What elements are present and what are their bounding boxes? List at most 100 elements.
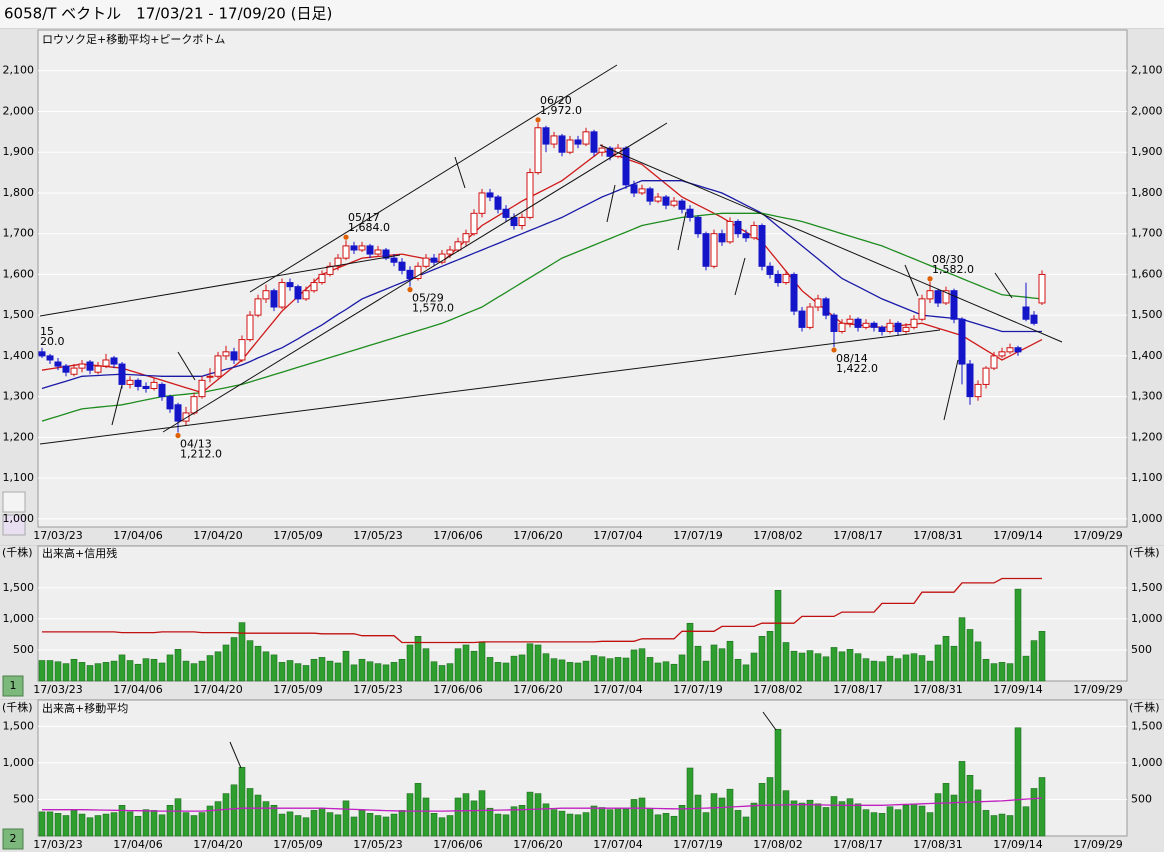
- x-tick-label: 17/05/09: [273, 683, 322, 696]
- candle-body: [822, 298, 830, 316]
- tool-icon[interactable]: [2, 514, 26, 536]
- volume-bar: [582, 660, 590, 682]
- volume-bar: [246, 788, 254, 837]
- volume-bar: [782, 790, 790, 837]
- volume-bar: [390, 813, 398, 837]
- candle-body: [414, 265, 422, 279]
- volume-bar: [174, 798, 182, 837]
- volume-bar: [974, 641, 982, 682]
- pointer-line: [762, 711, 777, 731]
- volume-bar: [550, 658, 558, 682]
- volume-bar: [278, 813, 286, 837]
- unit-label: (千株): [1129, 700, 1160, 714]
- volume-bar: [622, 657, 630, 682]
- candle-body: [198, 379, 206, 398]
- volume-bar: [486, 657, 494, 682]
- line-series: [42, 577, 1042, 644]
- volume-bar: [430, 813, 438, 837]
- volume-bar: [502, 814, 510, 837]
- volume-bar: [438, 817, 446, 837]
- volume-bar: [958, 617, 966, 682]
- pointer-line: [734, 257, 746, 296]
- volume-bar: [478, 642, 486, 682]
- volume-bar: [366, 661, 374, 682]
- candle-body: [214, 355, 222, 377]
- volume-bar: [638, 648, 646, 682]
- volume-bar: [166, 654, 174, 682]
- volume-bar: [182, 660, 190, 682]
- volume-bar: [630, 799, 638, 837]
- y-tick-label: 2,100: [1131, 64, 1163, 77]
- peak-date: 08/30: [932, 253, 964, 266]
- volume-bar: [614, 657, 622, 682]
- x-tick-label: 17/08/17: [833, 529, 882, 542]
- candle-body: [382, 249, 390, 259]
- volume-bar: [582, 812, 590, 837]
- candle-body: [974, 383, 982, 398]
- candle-body: [126, 379, 134, 385]
- volume-bar: [310, 810, 318, 837]
- volume-bar: [662, 813, 670, 837]
- tool-icon[interactable]: [2, 491, 26, 513]
- volume-bar: [574, 662, 582, 682]
- volume-bar: [150, 658, 158, 682]
- candle-body: [446, 249, 454, 255]
- candle-body: [790, 273, 798, 312]
- volume-bar: [806, 799, 814, 837]
- candle-body: [238, 339, 246, 361]
- price-plot: [37, 29, 1128, 528]
- volume-bar: [230, 784, 238, 837]
- volume-bar: [894, 658, 902, 682]
- volume-bar: [998, 662, 1006, 682]
- x-tick-label: 17/09/29: [1073, 529, 1122, 542]
- candle-body: [1038, 273, 1046, 304]
- panel-badge[interactable]: [2, 675, 24, 697]
- candle-body: [86, 361, 94, 371]
- x-tick-label: 17/08/02: [753, 838, 802, 851]
- trend-line: [599, 144, 1063, 343]
- pointer-line: [994, 272, 1013, 299]
- volume-bar: [598, 656, 606, 682]
- peak-date: 05/17: [348, 211, 380, 224]
- x-tick-label: 17/04/06: [113, 529, 162, 542]
- volume-bar: [526, 643, 534, 682]
- x-tick-label: 17/03/23: [33, 683, 82, 696]
- candle-body: [478, 192, 486, 214]
- peak-price: 1,582.0: [932, 263, 974, 276]
- panel-badge[interactable]: [2, 828, 24, 850]
- x-tick-label: 17/09/14: [993, 683, 1042, 696]
- peak-marker: [831, 347, 837, 353]
- x-tick-label: 17/05/23: [353, 683, 402, 696]
- y-tick-label: 500: [13, 792, 34, 805]
- volume-bar: [710, 644, 718, 682]
- candle-body: [334, 257, 342, 267]
- candle-body: [582, 131, 590, 145]
- peak-marker: [927, 276, 933, 282]
- candle-body: [134, 379, 142, 387]
- panel-title: 出来高+移動平均: [42, 701, 128, 715]
- volume-bar: [230, 637, 238, 682]
- y-tick-label: 1,000: [3, 756, 35, 769]
- volume-bar: [990, 815, 998, 837]
- line-series: [41, 212, 1043, 422]
- volume-bar: [878, 813, 886, 837]
- candle-body: [590, 131, 598, 153]
- candle-body: [766, 265, 774, 275]
- volume-bar: [270, 804, 278, 837]
- volume-bar: [806, 650, 814, 682]
- volume-bar: [334, 662, 342, 682]
- line-series: [42, 797, 1043, 812]
- candle-body: [390, 257, 398, 263]
- y-tick-label: 1,200: [1131, 430, 1163, 443]
- y-tick-label: 2,000: [3, 104, 35, 117]
- candle-body: [406, 269, 414, 279]
- x-tick-label: 17/07/19: [673, 838, 722, 851]
- y-tick-label: 1,900: [1131, 145, 1163, 158]
- peak-price: 1,972.0: [540, 104, 582, 117]
- volume-bar: [414, 783, 422, 837]
- volume-bar: [694, 645, 702, 682]
- candle-body: [166, 396, 174, 410]
- candle-body: [278, 282, 286, 308]
- volume-bar: [838, 651, 846, 682]
- volume-bar: [478, 790, 486, 837]
